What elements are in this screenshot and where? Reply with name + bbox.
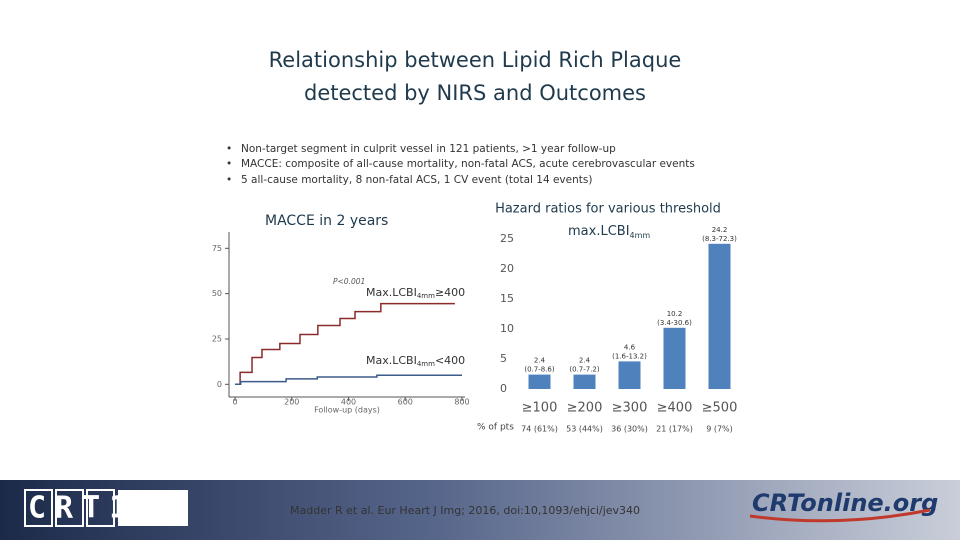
- y-tick-label: 10: [500, 322, 514, 335]
- chart-title: max.LCBI4mm: [568, 224, 650, 240]
- bar: [528, 374, 551, 389]
- citation: Madder R et al. Eur Heart J Img; 2016, d…: [290, 504, 640, 517]
- bar: [663, 327, 686, 389]
- ci-label: (0.7-8.6): [524, 366, 555, 374]
- pct-label: 9 (7%): [706, 425, 733, 434]
- value-label: 24.2: [712, 226, 728, 234]
- x-tick-label: ≥300: [612, 401, 648, 416]
- x-tick-label: 800: [454, 398, 469, 407]
- x-tick-label: 0: [232, 398, 237, 407]
- bar: [618, 361, 641, 389]
- bullet-dot: •: [226, 158, 232, 170]
- pct-title: % of pts: [477, 423, 514, 433]
- y-tick-label: 25: [212, 334, 222, 343]
- y-tick-label: 20: [500, 262, 514, 275]
- pct-label: 21 (17%): [656, 425, 693, 434]
- x-tick-label: 200: [284, 398, 299, 407]
- value-label: 2.4: [534, 357, 546, 365]
- bullet: 5 all-cause mortality, 8 non-fatal ACS, …: [241, 174, 592, 186]
- pct-label: 74 (61%): [521, 425, 558, 434]
- value-label: 2.4: [579, 357, 591, 365]
- x-tick-label: ≥200: [567, 401, 603, 416]
- x-tick-label: ≥400: [657, 401, 693, 416]
- ci-label: (0.7-7.2): [569, 366, 600, 374]
- ci-label: (3.4-30.6): [657, 319, 692, 327]
- y-tick-label: 0: [500, 382, 507, 395]
- series-label: Max.LCBI4mm≥400: [366, 286, 465, 300]
- chart-title: MACCE in 2 years: [265, 213, 388, 229]
- y-tick-label: 25: [500, 232, 514, 245]
- logo-left: CRT18: [24, 489, 188, 527]
- bullet: MACCE: composite of all-cause mortality,…: [241, 158, 695, 170]
- pct-label: 53 (44%): [566, 425, 603, 434]
- bar: [573, 374, 596, 389]
- value-label: 10.2: [667, 310, 683, 318]
- y-tick-label: 15: [500, 292, 514, 305]
- annotation: P<0.001: [333, 277, 365, 286]
- series-label: Max.LCBI4mm<400: [366, 354, 465, 368]
- title-line: Relationship between Lipid Rich Plaque: [269, 48, 682, 72]
- chart-title: Hazard ratios for various threshold: [495, 202, 721, 217]
- x-tick-label: 400: [341, 398, 356, 407]
- x-tick-label: 600: [398, 398, 413, 407]
- x-axis-label: Follow-up (days): [314, 406, 380, 415]
- pct-label: 36 (30%): [611, 425, 648, 434]
- bar: [708, 243, 731, 389]
- ci-label: (1.6-13.2): [612, 352, 647, 360]
- logo-text: CRT18: [28, 491, 163, 526]
- km-curve: [235, 302, 455, 386]
- y-tick-label: 50: [212, 289, 222, 298]
- y-tick-label: 75: [212, 244, 222, 253]
- x-tick-label: ≥500: [702, 401, 738, 416]
- x-tick-label: ≥100: [522, 401, 558, 416]
- logo-right: CRTonline.org: [752, 489, 938, 517]
- y-tick-label: 5: [500, 352, 507, 365]
- bullet-dot: •: [226, 143, 232, 155]
- bullet: Non-target segment in culprit vessel in …: [241, 143, 616, 155]
- bullet-dot: •: [226, 174, 232, 186]
- value-label: 4.6: [624, 343, 636, 351]
- ci-label: (8.3-72.3): [702, 235, 737, 243]
- km-curve: [235, 374, 462, 386]
- logo-swoosh: [749, 508, 931, 523]
- title-line: detected by NIRS and Outcomes: [304, 81, 646, 105]
- y-tick-label: 0: [217, 380, 222, 389]
